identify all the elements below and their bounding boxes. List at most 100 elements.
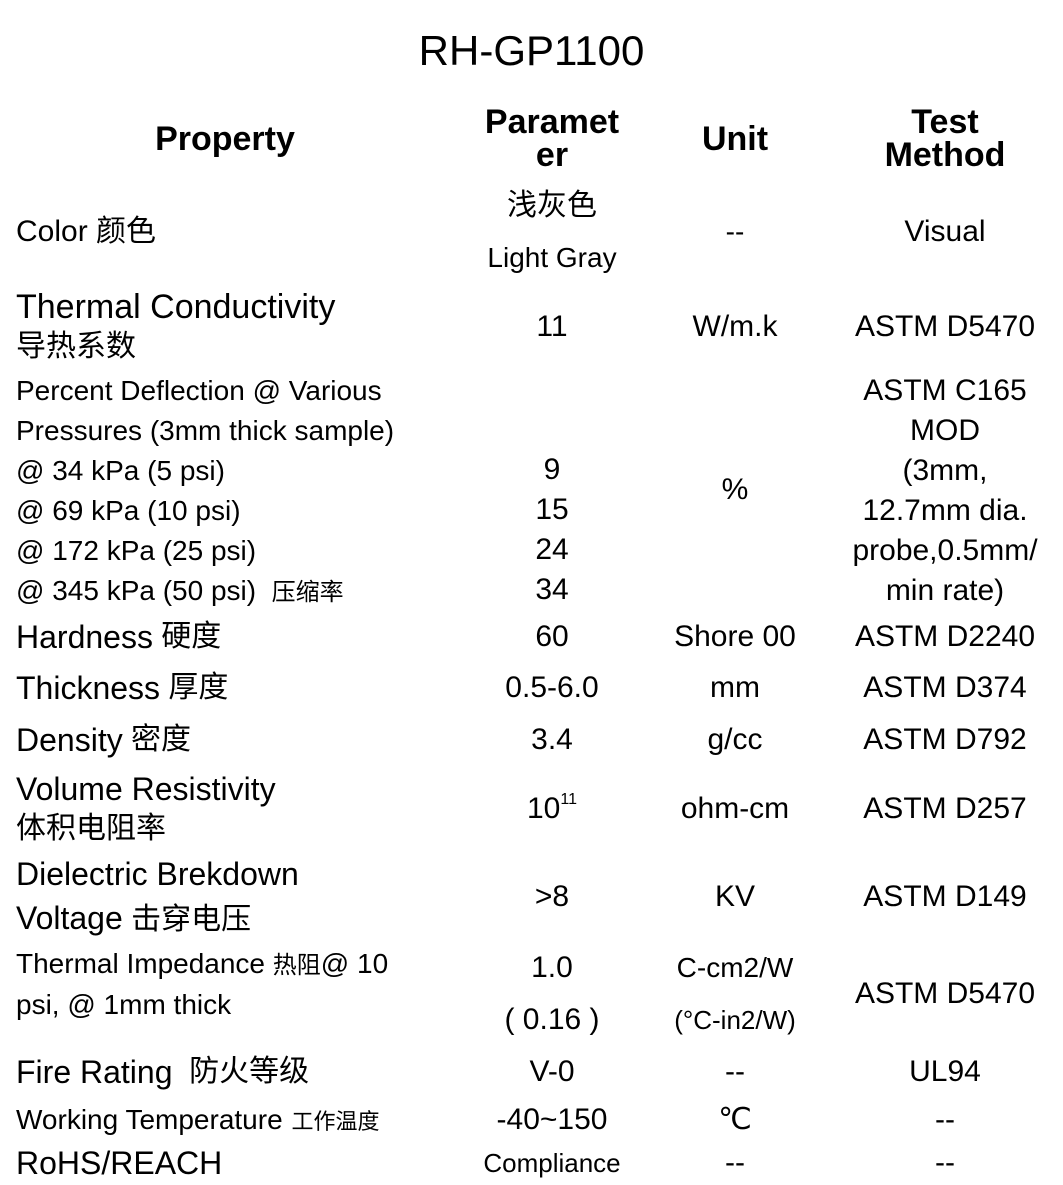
- parameter-cell: 0.5-6.0: [505, 671, 599, 704]
- property-cell: Color 颜色: [16, 180, 456, 284]
- header-unit: Unit: [701, 120, 769, 158]
- pressure-label: @ 345 kPa (50 psi): [16, 574, 257, 606]
- parameter-value: 1.0: [531, 951, 573, 984]
- deflection-value: 24: [535, 533, 569, 566]
- unit-value-alt: (°C-in2/W): [674, 1005, 796, 1035]
- property-en: Thermal Conductivity: [16, 288, 336, 326]
- parameter-exponent: 11: [560, 791, 577, 808]
- unit-value: C-cm2/W: [676, 952, 794, 983]
- test-method-cell: ASTM D149: [863, 880, 1027, 913]
- row-color: Color 颜色 浅灰色 Light Gray -- Visual: [0, 180, 1063, 284]
- property-en: Working Temperature: [16, 1104, 283, 1135]
- test-method-cell: ASTM D374: [863, 671, 1027, 704]
- row-density: Density 密度 3.4 g/cc ASTM D792: [0, 714, 1063, 766]
- property-zh: 击穿电压: [131, 902, 252, 937]
- property-zh: 硬度: [161, 619, 222, 654]
- unit-cell: Shore 00: [674, 620, 796, 653]
- test-method-cell: ASTM D2240: [854, 620, 1036, 653]
- property-zh: 密度: [131, 722, 192, 757]
- parameter-cell: 11: [536, 310, 568, 343]
- parameter-value: 1011: [527, 789, 577, 829]
- property-zh: 导热系数: [16, 329, 136, 364]
- parameter-cell: Compliance: [483, 1148, 621, 1178]
- unit-cell: W/m.k: [692, 310, 778, 343]
- header-parameter-line2: er: [535, 136, 569, 174]
- property-zh: 防火等级: [189, 1054, 310, 1089]
- property-cell: Working Temperature 工作温度: [16, 1098, 456, 1142]
- header-parameter-line1: Paramet: [484, 103, 620, 141]
- unit-cell: KV: [714, 880, 756, 913]
- parameter-cell: V-0: [529, 1055, 575, 1088]
- unit-cell: %: [650, 370, 820, 612]
- row-fire-rating: Fire Rating 防火等级 V-0 -- UL94: [0, 1046, 1063, 1098]
- property-zh: 厚度: [168, 670, 229, 705]
- unit-cell: --: [725, 1055, 745, 1088]
- test-method-cell: --: [935, 1146, 955, 1179]
- parameter-cell: 9 15 24 34: [462, 370, 642, 612]
- unit-cell: ℃: [718, 1103, 752, 1136]
- property-cell: Thickness 厚度: [16, 662, 456, 714]
- property-cell: Volume Resistivity 体积电阻率: [16, 766, 456, 852]
- property-line: Dielectric Brekdown: [16, 856, 299, 892]
- property-zh: 压缩率: [271, 577, 344, 606]
- test-line: min rate): [885, 574, 1005, 607]
- row-thermal-impedance: Thermal Impedance 热阻@ 10 psi, @ 1mm thic…: [0, 942, 1063, 1046]
- header-parameter: Paramet er: [462, 103, 642, 174]
- unit-cell: mm: [710, 671, 760, 704]
- test-method-cell: ASTM D792: [863, 723, 1027, 756]
- parameter-cell: >8: [534, 880, 570, 913]
- page-title: RH-GP1100: [418, 27, 645, 74]
- test-method-cell: ASTM D5470: [854, 977, 1036, 1010]
- property-en: Color: [16, 215, 88, 248]
- test-line: ASTM C165: [863, 374, 1027, 407]
- row-thermal-conductivity: Thermal Conductivity 导热系数 11 W/m.k ASTM …: [0, 284, 1063, 370]
- deflection-value: 9: [543, 453, 561, 486]
- property-zh: 体积电阻率: [16, 811, 166, 846]
- property-line: Pressures (3mm thick sample): [16, 414, 395, 446]
- property-line: Thermal Impedance: [16, 948, 266, 979]
- test-method-cell: ASTM C165 MOD (3mm, 12.7mm dia. probe,0.…: [830, 370, 1060, 612]
- deflection-value: 15: [535, 493, 569, 526]
- property-zh: 颜色: [96, 214, 157, 249]
- property-cell: Percent Deflection @ Various Pressures (…: [16, 370, 456, 612]
- property-en: RoHS/REACH: [16, 1145, 223, 1181]
- test-method-cell: Visual: [904, 215, 986, 248]
- parameter-value-alt: ( 0.16 ): [504, 1003, 600, 1036]
- unit-cell: --: [725, 1146, 745, 1179]
- property-cell: Hardness 硬度: [16, 612, 456, 662]
- parameter-base: 10: [527, 792, 561, 825]
- row-working-temperature: Working Temperature 工作温度 -40~150 ℃ --: [0, 1098, 1063, 1142]
- property-en: Thickness: [16, 670, 161, 706]
- property-zh: 工作温度: [291, 1110, 380, 1135]
- unit-cell: C-cm2/W (°C-in2/W): [650, 942, 820, 1046]
- parameter-cell: -40~150: [496, 1103, 608, 1136]
- test-method-cell: UL94: [909, 1055, 981, 1088]
- property-cell: Density 密度: [16, 714, 456, 766]
- parameter-cell: 1011: [462, 766, 642, 852]
- parameter-cell: 浅灰色 Light Gray: [462, 180, 642, 284]
- property-cell: Dielectric Brekdown Voltage 击穿电压: [16, 852, 456, 942]
- test-line: probe,0.5mm/: [852, 534, 1038, 567]
- property-line: Voltage: [16, 900, 123, 936]
- row-dielectric-breakdown: Dielectric Brekdown Voltage 击穿电压 >8 KV A…: [0, 852, 1063, 942]
- unit-cell: --: [725, 216, 745, 247]
- unit-cell: g/cc: [707, 723, 763, 756]
- row-hardness: Hardness 硬度 60 Shore 00 ASTM D2240: [0, 612, 1063, 662]
- property-en: Volume Resistivity: [16, 771, 276, 807]
- test-method-cell: --: [935, 1103, 955, 1136]
- unit-cell: ohm-cm: [680, 792, 790, 825]
- unit-value: %: [721, 473, 749, 506]
- property-en: Density: [16, 722, 123, 758]
- test-method-cell: ASTM D5470: [854, 310, 1036, 343]
- header-test-line2: Method: [884, 136, 1006, 174]
- property-en: Fire Rating: [16, 1054, 173, 1090]
- parameter-cell: 60: [535, 620, 569, 653]
- property-cell: Thermal Impedance 热阻@ 10 psi, @ 1mm thic…: [16, 942, 456, 1046]
- property-cell: RoHS/REACH: [16, 1142, 456, 1184]
- test-line: MOD: [910, 414, 980, 447]
- parameter-en: Light Gray: [487, 242, 617, 273]
- property-cell: Thermal Conductivity 导热系数: [16, 284, 456, 370]
- row-percent-deflection: Percent Deflection @ Various Pressures (…: [0, 370, 1063, 612]
- property-zh: 热阻: [272, 951, 321, 979]
- deflection-value: 34: [535, 573, 569, 606]
